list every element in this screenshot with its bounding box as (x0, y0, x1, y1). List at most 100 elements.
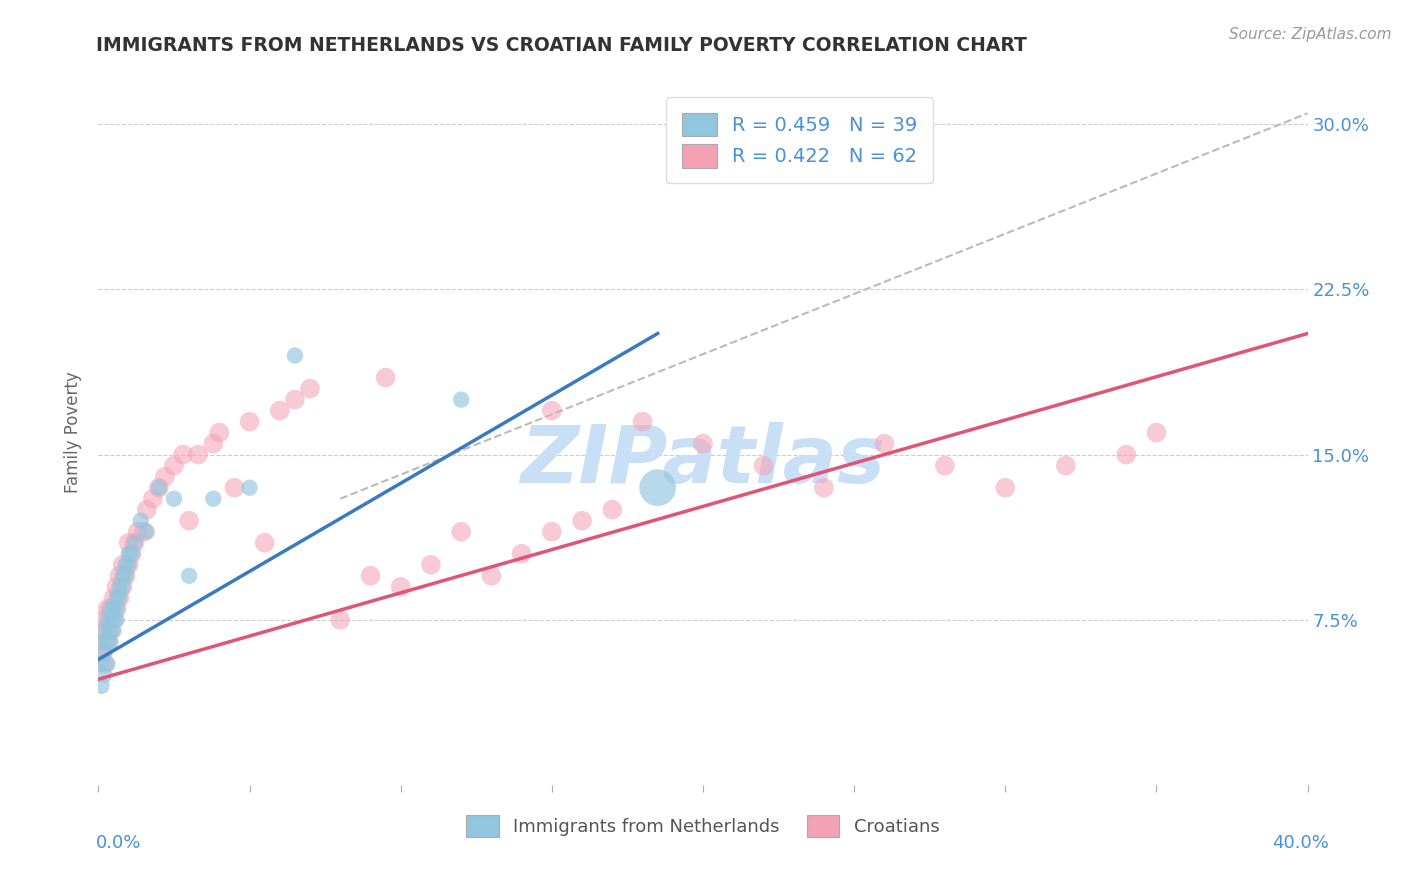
Point (90, 646, 112, 660)
Point (153, 469, 176, 483)
Point (510, 547, 533, 561)
Point (873, 436, 896, 450)
Point (179, 568, 201, 582)
Point (202, 436, 225, 450)
Point (202, 491, 225, 506)
Point (114, 558, 136, 572)
Point (90, 624, 112, 638)
Point (631, 415, 654, 429)
Point (105, 601, 128, 615)
Point (172, 448, 194, 462)
Point (114, 568, 136, 582)
Point (105, 591, 128, 605)
Point (108, 591, 131, 605)
Point (135, 524, 157, 539)
Point (93, 646, 115, 660)
Point (90, 679, 112, 693)
Point (118, 547, 141, 561)
Point (239, 415, 262, 429)
Point (108, 591, 131, 605)
Point (100, 624, 122, 638)
Point (420, 558, 443, 572)
Point (111, 558, 134, 572)
Point (96, 657, 118, 671)
Point (114, 568, 136, 582)
Point (90, 635, 112, 649)
Point (105, 613, 128, 627)
Point (163, 458, 186, 473)
Point (540, 524, 562, 539)
Point (96, 635, 118, 649)
Legend: Immigrants from Netherlands, Croatians: Immigrants from Netherlands, Croatians (457, 806, 949, 847)
Point (103, 624, 125, 638)
Point (93, 657, 115, 671)
Point (1144, 425, 1167, 440)
Point (1115, 448, 1137, 462)
Point (96, 613, 118, 627)
Point (224, 481, 246, 495)
Point (132, 524, 155, 539)
Point (103, 601, 125, 615)
Point (179, 514, 201, 528)
Point (93, 624, 115, 638)
Point (118, 558, 141, 572)
Point (1054, 458, 1077, 473)
Point (540, 403, 562, 417)
Point (752, 458, 775, 473)
Point (450, 524, 472, 539)
Point (602, 502, 624, 516)
Point (284, 349, 307, 363)
Point (100, 601, 122, 615)
Point (269, 403, 291, 417)
Point (239, 481, 262, 495)
Text: 0.0%: 0.0% (96, 834, 141, 852)
Point (118, 535, 141, 549)
Point (108, 580, 131, 594)
Point (121, 547, 143, 561)
Point (187, 448, 209, 462)
Point (389, 580, 412, 594)
Point (103, 591, 125, 605)
Point (93, 613, 115, 627)
Point (103, 613, 125, 627)
Point (994, 481, 1017, 495)
Point (90, 657, 112, 671)
Point (111, 580, 134, 594)
Point (450, 392, 472, 407)
Point (163, 491, 186, 506)
Point (148, 481, 170, 495)
Point (647, 481, 669, 495)
Point (93, 668, 115, 682)
Text: ZIPatlas: ZIPatlas (520, 422, 886, 500)
Text: 40.0%: 40.0% (1272, 834, 1329, 852)
Point (481, 568, 503, 582)
Point (783, 139, 806, 153)
Point (105, 580, 128, 594)
Point (105, 601, 128, 615)
Point (253, 535, 276, 549)
Point (813, 481, 835, 495)
Point (111, 580, 134, 594)
Point (124, 535, 146, 549)
Point (934, 458, 956, 473)
Point (111, 568, 134, 582)
Point (100, 613, 122, 627)
Point (103, 613, 125, 627)
Point (118, 558, 141, 572)
Point (100, 601, 122, 615)
Point (100, 624, 122, 638)
Point (299, 382, 322, 396)
Point (571, 514, 593, 528)
Text: Source: ZipAtlas.com: Source: ZipAtlas.com (1229, 27, 1392, 42)
Point (374, 370, 396, 384)
Point (135, 502, 157, 516)
Point (329, 613, 352, 627)
Point (100, 635, 122, 649)
Point (127, 524, 149, 539)
Point (360, 568, 382, 582)
Y-axis label: Family Poverty: Family Poverty (65, 372, 83, 493)
Point (96, 601, 118, 615)
Point (692, 436, 714, 450)
Point (124, 535, 146, 549)
Point (208, 425, 231, 440)
